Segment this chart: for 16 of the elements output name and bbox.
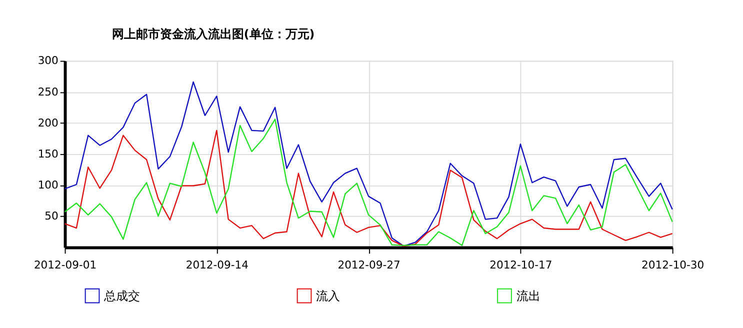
line-series: [64, 81, 673, 247]
legend-label: 总成交: [103, 288, 140, 303]
x-tick-label: 2012-10-30: [641, 258, 704, 272]
y-tick-label: 300: [38, 54, 59, 68]
x-tick-label: 2012-09-27: [338, 258, 400, 272]
y-tick-label: 250: [38, 85, 59, 98]
x-tick-label: 2012-09-01: [34, 258, 97, 272]
y-tick-label: 100: [38, 178, 59, 192]
y-tick-label: 50: [44, 210, 59, 223]
x-tick-label: 2012-10-17: [490, 258, 552, 272]
y-tick-label: 150: [38, 147, 59, 160]
y-tick-label: 200: [38, 116, 59, 130]
legend-label: 流入: [316, 288, 340, 303]
x-tick-label: 2012-09-14: [186, 258, 249, 272]
legend-label: 流出: [516, 288, 540, 303]
chart-title: 网上邮市资金流入流出图(单位：万元): [112, 27, 315, 42]
